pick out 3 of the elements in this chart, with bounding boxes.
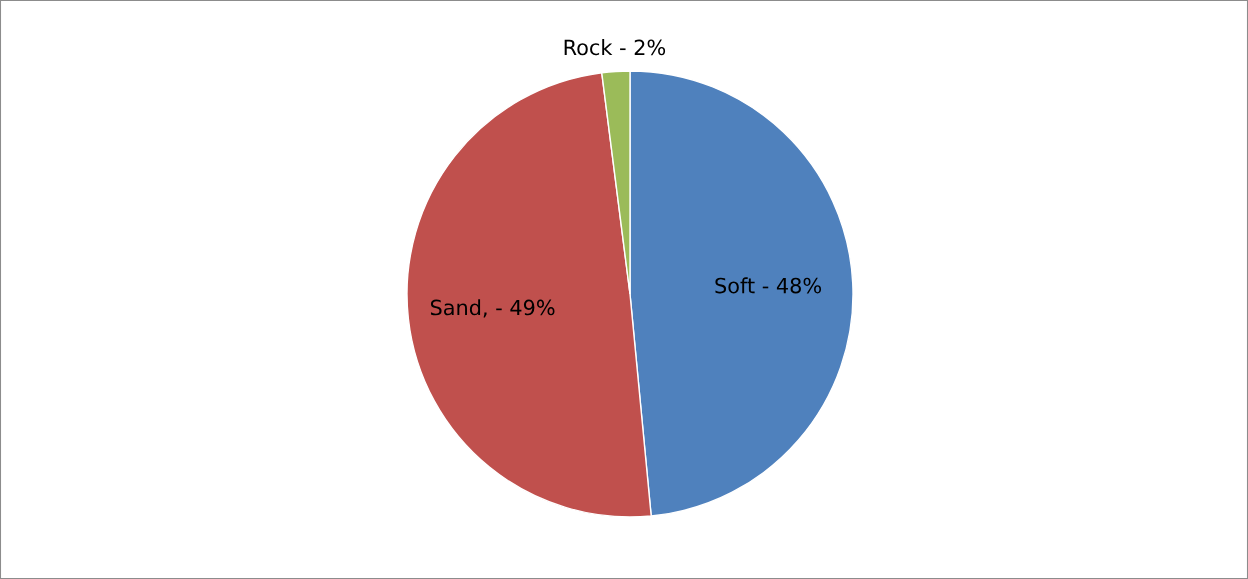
slice-label: Rock - 2% xyxy=(564,39,666,56)
slice-label: Soft - 48% xyxy=(715,277,822,294)
slice-label: Sand, - 49% xyxy=(430,299,555,318)
